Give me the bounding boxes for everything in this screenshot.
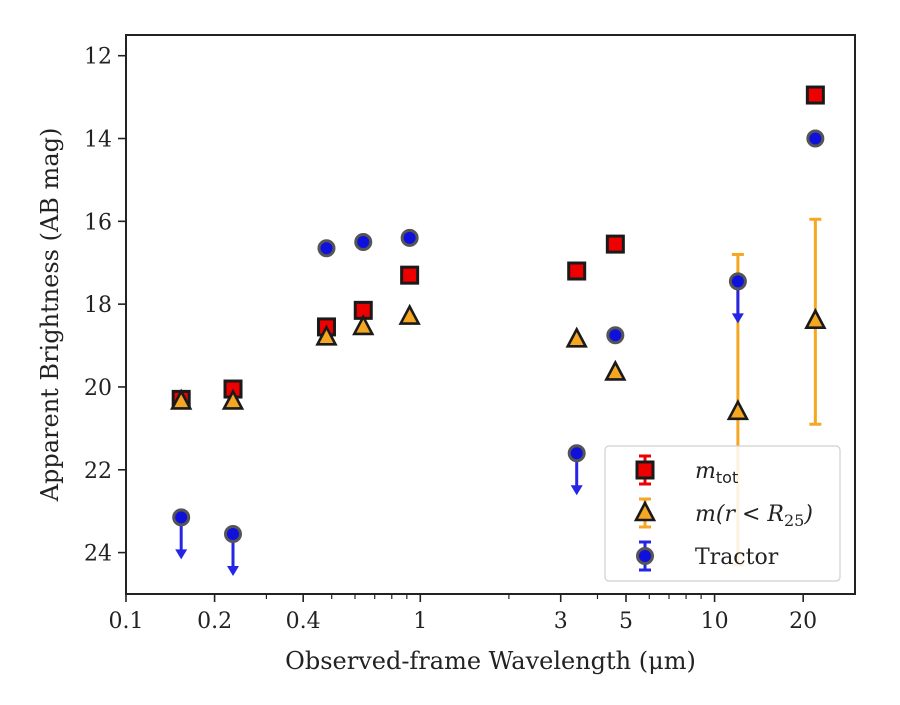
legend-label-sub: tot (716, 468, 738, 487)
legend-marker-circle (636, 547, 654, 565)
data-point-triangle (804, 307, 827, 330)
legend-label: m(r < R25) (695, 502, 813, 530)
plot-frame (125, 34, 856, 595)
x-tick-label: 3 (554, 609, 568, 634)
y-tick-label: 24 (84, 542, 112, 567)
data-point-triangle (604, 359, 627, 381)
data-point-triangle (221, 388, 245, 410)
upper-limit-arrowhead (570, 485, 583, 496)
legend-label-end: ) (803, 502, 813, 527)
data-point-triangle (565, 326, 588, 348)
y-tick-label: 22 (84, 459, 112, 484)
legend: mtot m(r < R25) Tractor (604, 445, 841, 582)
data-point-square (567, 261, 587, 281)
x-tick-label: 0.2 (197, 609, 232, 634)
data-point-triangle (315, 324, 338, 346)
data-point-circle (224, 524, 243, 543)
data-points (170, 85, 827, 543)
data-point-triangle (352, 314, 375, 336)
upper-limit-arrowhead (731, 313, 744, 324)
y-tick-label: 16 (84, 210, 112, 235)
x-tick-label: 10 (701, 609, 729, 634)
y-tick-label: 12 (84, 45, 112, 70)
ticks: 0.1 0.2 0.4 1 3 5 10 20 12 14 16 18 20 22 24 (84, 45, 817, 634)
y-axis-label: Apparent Brightness (AB mag) (36, 128, 64, 503)
legend-label-sub: 25 (784, 511, 804, 530)
y-tick-label: 14 (84, 128, 112, 153)
data-point-circle (567, 444, 586, 463)
legend-label: Tractor (695, 545, 779, 570)
data-point-circle (806, 129, 825, 148)
x-tick-label: 20 (789, 609, 817, 634)
y-tick-label: 18 (84, 293, 112, 318)
data-point-triangle (170, 388, 193, 410)
data-point-circle (728, 272, 747, 291)
x-tick-label: 1 (413, 609, 427, 634)
legend-marker-square (635, 460, 655, 480)
legend-label-main: m(r < R (695, 502, 784, 527)
axes (125, 34, 856, 595)
data-point-circle (354, 233, 373, 252)
y-tick-label: 20 (84, 376, 112, 401)
data-point-square (605, 234, 625, 254)
upper-limit-arrowhead (175, 549, 188, 560)
data-point-square (400, 265, 420, 285)
x-tick-label: 0.4 (286, 609, 321, 634)
data-point-circle (317, 239, 336, 258)
data-point-triangle (726, 399, 750, 421)
legend-box (604, 445, 841, 582)
upper-limit-arrowhead (227, 565, 240, 576)
legend-marker-triangle (633, 500, 657, 522)
data-point-circle (606, 326, 625, 345)
x-tick-label: 0.1 (109, 609, 144, 634)
legend-label-main: m (695, 459, 716, 484)
x-axis-label: Observed-frame Wavelength (μm) (285, 647, 696, 675)
legend-label: mtot (695, 459, 738, 487)
data-point-triangle (398, 303, 421, 325)
data-point-circle (400, 228, 419, 247)
x-tick-label: 5 (619, 609, 633, 634)
data-point-circle (172, 508, 191, 527)
data-point-square (805, 85, 825, 105)
